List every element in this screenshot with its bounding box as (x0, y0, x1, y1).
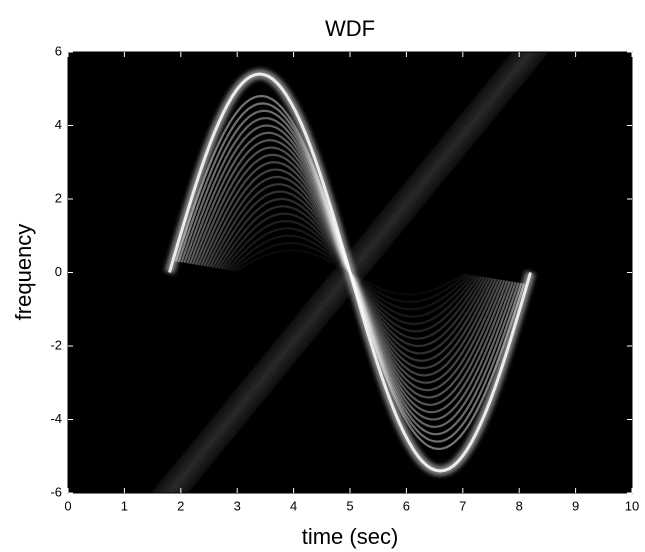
wdf-ring (191, 139, 352, 273)
wdf-ring (228, 234, 351, 274)
wdf-ridge (168, 72, 532, 473)
wdf-ring (349, 271, 466, 296)
wdf-ring (349, 271, 477, 325)
wdf-ring (220, 212, 351, 274)
wdf-ring (231, 242, 351, 274)
y-tick-label: -2 (50, 337, 62, 352)
wdf-ring (223, 220, 351, 274)
x-tick-label: 6 (403, 498, 410, 513)
x-tick-label: 3 (234, 498, 241, 513)
wdf-ring (186, 124, 352, 273)
x-tick-label: 0 (64, 498, 71, 513)
x-axis-label: time (sec) (302, 524, 399, 549)
wdf-ring (348, 272, 511, 414)
wdf-ring (200, 161, 352, 273)
wdf-ring (234, 249, 351, 274)
wdf-streak (179, 52, 543, 493)
x-tick-label: 1 (121, 498, 128, 513)
wdf-ring (194, 146, 352, 273)
y-tick-label: 4 (55, 117, 62, 132)
wdf-streak (162, 52, 526, 493)
wdf-ring (208, 183, 351, 274)
wdf-ring (348, 272, 514, 421)
y-tick-label: -6 (50, 484, 62, 499)
wdf-ring (211, 190, 351, 274)
wdf-ring (348, 272, 506, 399)
wdf-ring (226, 227, 351, 274)
wdf-ring (348, 272, 509, 406)
wdf-streak (159, 52, 524, 493)
wdf-ring (206, 175, 351, 273)
wdf-ring (349, 271, 480, 333)
wdf-ring (349, 271, 472, 311)
wdf-ring (348, 272, 500, 384)
wdf-streak (182, 52, 546, 493)
y-tick-label: -4 (50, 411, 62, 426)
wdf-ring (349, 271, 492, 362)
wdf-ring (349, 271, 486, 348)
wdf-ring (349, 271, 483, 340)
x-tick-label: 10 (625, 498, 639, 513)
chart-title: WDF (325, 16, 375, 41)
wdf-ring (349, 272, 494, 370)
y-tick-label: 0 (55, 264, 62, 279)
wdf-streak (151, 52, 515, 493)
x-tick-label: 8 (516, 498, 523, 513)
x-tick-label: 7 (459, 498, 466, 513)
wdf-streak (176, 52, 541, 493)
wdf-streak (174, 52, 538, 493)
wdf-ring (189, 131, 352, 273)
wdf-ring (203, 168, 352, 273)
wdf-streak (157, 52, 521, 493)
x-tick-label: 9 (572, 498, 579, 513)
wdf-ring (214, 197, 351, 274)
wdf-ring (217, 205, 351, 274)
wdf-ring (348, 272, 503, 392)
wdf-ring (348, 272, 497, 377)
wdf-streak (154, 52, 518, 493)
wdf-image (151, 52, 549, 493)
y-tick-label: 2 (55, 190, 62, 205)
y-axis-label: frequency (11, 224, 36, 321)
x-tick-label: 4 (290, 498, 297, 513)
wdf-ring (349, 271, 489, 355)
x-tick-label: 2 (177, 498, 184, 513)
y-tick-label: 6 (55, 43, 62, 58)
x-tick-label: 5 (346, 498, 353, 513)
wdf-ring (349, 271, 469, 303)
wdf-ring (197, 153, 352, 273)
wdf-streak (185, 52, 549, 493)
wdf-ring (349, 271, 474, 318)
